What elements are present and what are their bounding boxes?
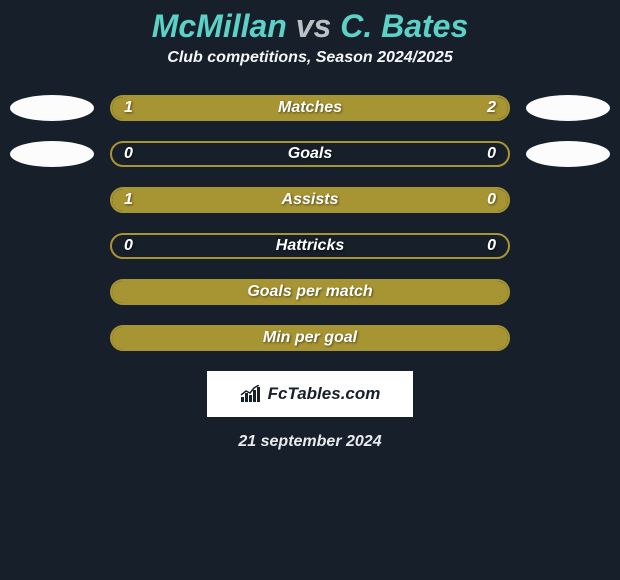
subtitle: Club competitions, Season 2024/2025 xyxy=(0,49,620,95)
player1-name: McMillan xyxy=(152,8,287,44)
date-text: 21 september 2024 xyxy=(0,433,620,451)
stat-row: 1 2 Matches xyxy=(10,95,610,121)
stat-row: Goals per match xyxy=(10,279,610,305)
bar-value-right: 0 xyxy=(487,237,496,255)
bar-label: Hattricks xyxy=(276,237,344,255)
bar-value-left: 0 xyxy=(124,145,133,163)
stat-row: 0 0 Hattricks xyxy=(10,233,610,259)
brand-box: FcTables.com xyxy=(207,371,413,417)
bar-container: 0 0 Hattricks xyxy=(110,233,510,259)
bar-value-right: 2 xyxy=(487,99,496,117)
chart-area: 1 2 Matches 0 0 Goals 1 0 Assists 0 0 Hattricks Goal… xyxy=(0,95,620,351)
chart-icon xyxy=(240,385,262,403)
bar-label: Min per goal xyxy=(263,329,357,347)
player2-name: C. Bates xyxy=(340,8,468,44)
bar-value-left: 1 xyxy=(124,191,133,209)
ellipse-right xyxy=(526,95,610,121)
bar-container: Min per goal xyxy=(110,325,510,351)
stat-row: 0 0 Goals xyxy=(10,141,610,167)
bar-value-left: 0 xyxy=(124,237,133,255)
brand-label: FcTables.com xyxy=(268,384,381,404)
ellipse-left xyxy=(10,95,94,121)
bar-label: Goals per match xyxy=(247,283,372,301)
bar-label: Matches xyxy=(278,99,342,117)
bar-container: 1 0 Assists xyxy=(110,187,510,213)
vs-text: vs xyxy=(296,8,332,44)
bar-container: Goals per match xyxy=(110,279,510,305)
stat-row: 1 0 Assists xyxy=(10,187,610,213)
brand-text: FcTables.com xyxy=(240,384,381,404)
bar-value-left: 1 xyxy=(124,99,133,117)
comparison-title: McMillan vs C. Bates xyxy=(0,0,620,49)
bar-label: Assists xyxy=(282,191,339,209)
ellipse-right xyxy=(526,141,610,167)
bar-label: Goals xyxy=(288,145,332,163)
ellipse-left xyxy=(10,141,94,167)
bar-fill-left xyxy=(112,189,417,211)
bar-value-right: 0 xyxy=(487,191,496,209)
bar-container: 0 0 Goals xyxy=(110,141,510,167)
bar-value-right: 0 xyxy=(487,145,496,163)
bar-container: 1 2 Matches xyxy=(110,95,510,121)
stat-row: Min per goal xyxy=(10,325,610,351)
